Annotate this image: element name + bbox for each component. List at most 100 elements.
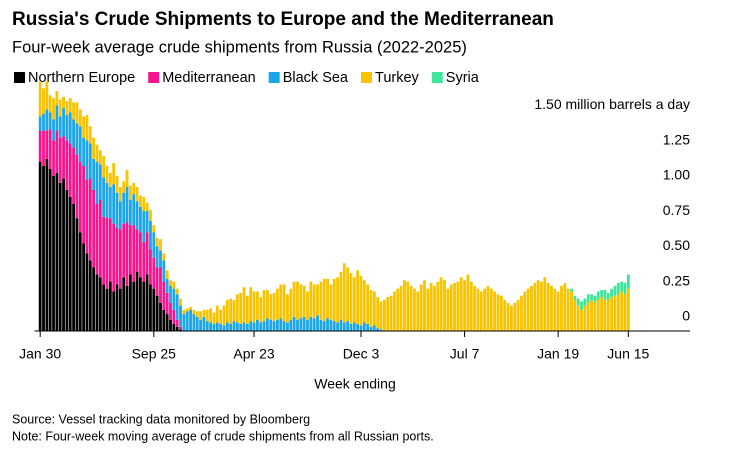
bar-segment: [279, 284, 283, 319]
y-tick-label: 0.75: [663, 202, 690, 218]
bar-segment: [45, 109, 49, 131]
bar-segment: [165, 314, 169, 331]
bar-segment: [139, 195, 142, 207]
bar-segment: [296, 319, 299, 331]
legend-swatch: [431, 72, 443, 83]
bar-segment: [583, 305, 587, 331]
bar-segment: [406, 281, 410, 331]
bar-segment: [423, 280, 426, 331]
bar-segment: [610, 288, 614, 298]
bar-segment: [102, 216, 106, 285]
bar-segment: [416, 291, 420, 331]
bar-segment: [189, 307, 192, 310]
bar-segment: [185, 311, 189, 331]
bar-segment: [550, 285, 553, 331]
bar-segment: [58, 116, 62, 138]
bar-segment: [352, 277, 356, 323]
bar-segment: [95, 274, 99, 331]
bar-segment: [336, 322, 339, 331]
legend-label: Turkey: [375, 70, 420, 86]
bar-segment: [179, 305, 182, 327]
bar-segment: [342, 263, 346, 323]
bar-segment: [229, 298, 233, 324]
bar-segment: [616, 294, 620, 331]
x-tick-label: Sep 25: [132, 346, 177, 362]
bar-segment: [135, 187, 139, 202]
bar-segment: [125, 170, 129, 188]
bar-segment: [78, 232, 82, 331]
bar-segment: [152, 225, 156, 233]
bar-segment: [372, 291, 376, 326]
bar-segment: [155, 246, 159, 268]
bar-segment: [68, 98, 72, 113]
bar-segment: [132, 281, 136, 331]
bar-segment: [102, 156, 106, 178]
bar-segment: [155, 267, 159, 296]
bar-segment: [593, 295, 597, 303]
bar-segment: [152, 288, 156, 331]
bar-segment: [573, 295, 577, 300]
bar-segment: [326, 318, 329, 331]
bar-segment: [149, 220, 152, 250]
bar-segment: [149, 209, 152, 221]
bar-segment: [232, 321, 236, 331]
bar-segment: [149, 249, 152, 285]
bar-segment: [346, 267, 350, 322]
bar-segment: [58, 137, 62, 183]
bar-segment: [42, 165, 45, 331]
bar-segment: [42, 88, 45, 114]
bar-segment: [262, 290, 266, 322]
bar-segment: [135, 271, 139, 331]
bar-segment: [580, 301, 583, 310]
bar-segment: [55, 172, 59, 331]
bar-segment: [195, 316, 199, 331]
bar-segment: [122, 192, 126, 224]
bar-segment: [359, 325, 363, 331]
bar-segment: [165, 292, 169, 315]
bar-segment: [302, 285, 306, 317]
bar-segment: [409, 285, 413, 331]
bar-segment: [286, 294, 289, 323]
bar-segment: [88, 143, 92, 179]
bar-segment: [329, 284, 333, 320]
bar-segment: [175, 326, 179, 331]
bar-segment: [543, 277, 547, 331]
bar-segment: [469, 281, 473, 331]
bar-segment: [302, 316, 306, 331]
bar-segment: [499, 295, 503, 331]
bar-segment: [72, 204, 75, 331]
bar-segment: [396, 288, 400, 331]
bar-segment: [122, 223, 126, 278]
bar-segment: [215, 322, 219, 331]
bar-segment: [159, 239, 162, 251]
bar-segment: [72, 119, 75, 148]
bar-segment: [389, 295, 393, 331]
bar-segment: [102, 284, 106, 331]
bar-segment: [88, 126, 92, 144]
bar-segment: [413, 288, 416, 331]
bar-segment: [92, 189, 96, 268]
bar-segment: [626, 288, 630, 331]
bar-segment: [68, 112, 72, 144]
bar-segment: [42, 130, 45, 166]
bar-segment: [85, 115, 89, 141]
bar-segment: [326, 278, 329, 319]
bar-segment: [306, 291, 309, 320]
bar-segment: [356, 270, 360, 324]
bar-segment: [115, 175, 119, 193]
bar-segment: [212, 312, 216, 324]
bar-segment: [553, 288, 557, 331]
bar-segment: [296, 281, 299, 320]
bar-segment: [199, 319, 202, 331]
bar-segment: [453, 283, 456, 331]
bar-segment: [506, 302, 510, 331]
bar-segment: [62, 136, 65, 179]
bar-segment: [399, 285, 403, 331]
bar-segment: [202, 309, 206, 317]
bar-segment: [38, 81, 42, 117]
bar-segment: [376, 328, 380, 331]
legend-swatch: [268, 72, 280, 83]
bar-segment: [272, 321, 276, 331]
bar-segment: [603, 299, 607, 331]
